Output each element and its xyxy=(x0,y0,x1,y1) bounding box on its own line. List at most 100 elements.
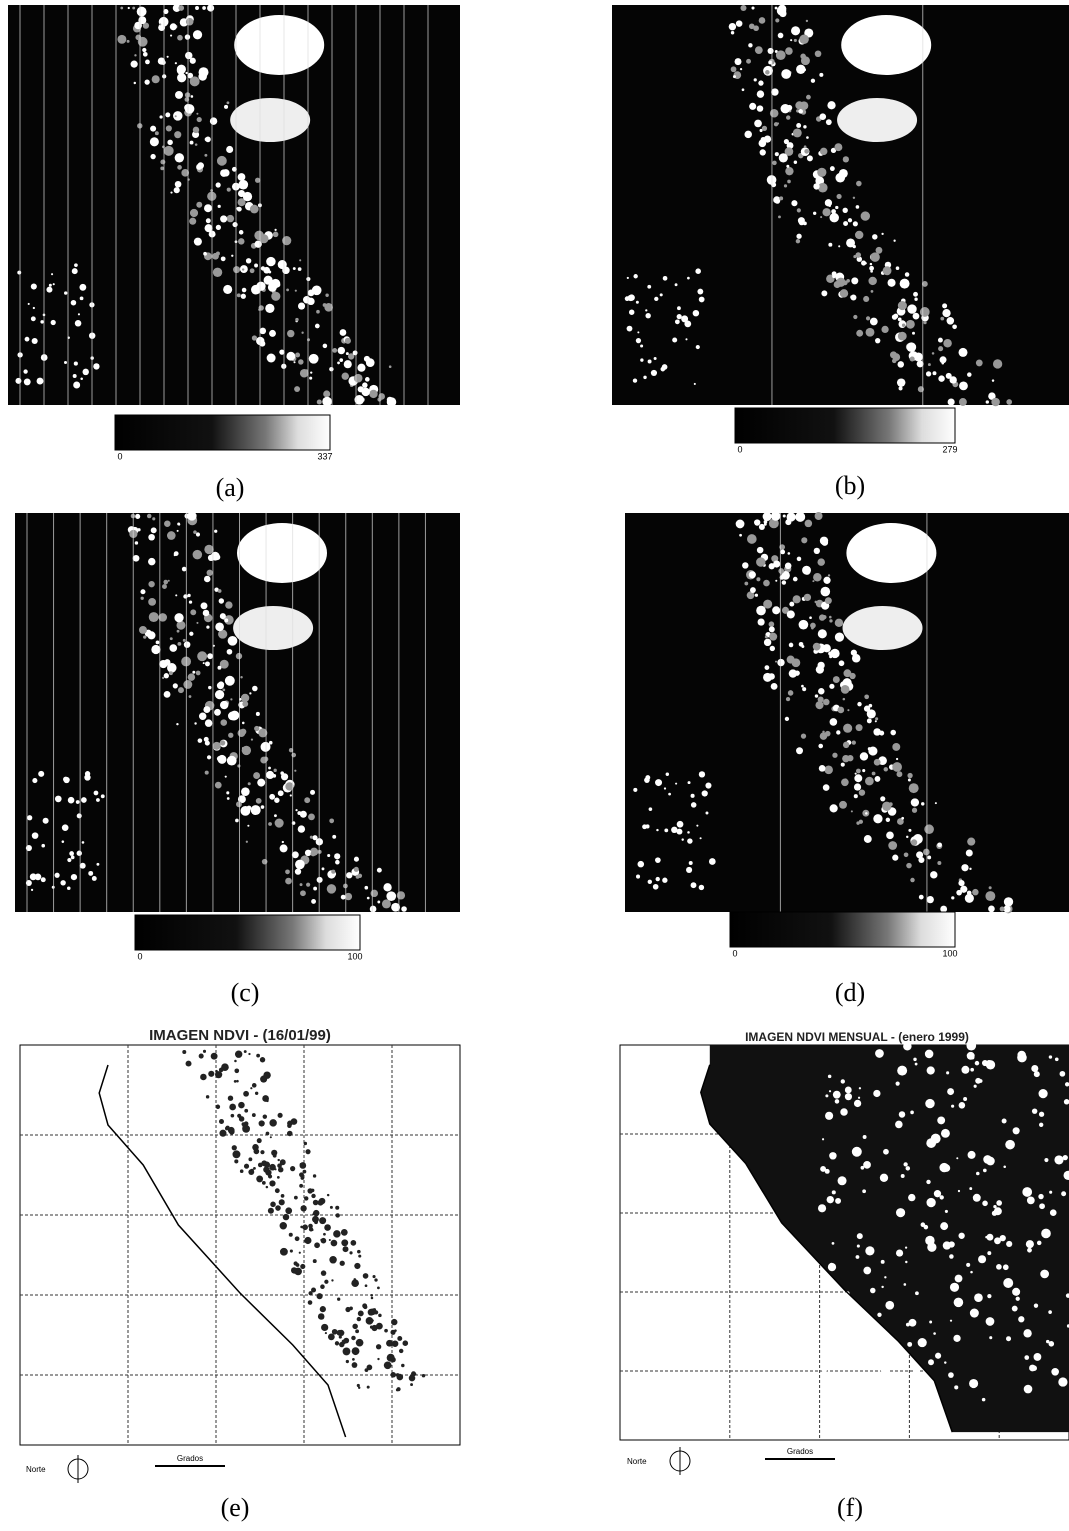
image-speckle xyxy=(825,119,832,126)
image-speckle xyxy=(263,275,273,285)
image-speckle xyxy=(96,862,100,866)
image-speckle xyxy=(288,747,294,753)
image-speckle xyxy=(981,1397,986,1402)
image-speckle xyxy=(157,57,166,65)
image-speckle xyxy=(320,1270,327,1276)
image-speckle xyxy=(833,280,841,289)
image-speckle xyxy=(942,308,951,318)
image-speckle xyxy=(295,859,305,870)
image-speckle xyxy=(636,874,641,879)
image-speckle xyxy=(154,131,159,136)
image-speckle xyxy=(862,1135,867,1139)
colorbar-max: 100 xyxy=(942,948,957,958)
image-speckle xyxy=(885,817,891,823)
image-speckle xyxy=(304,849,312,857)
image-speckle xyxy=(366,1364,373,1371)
image-speckle xyxy=(898,386,903,391)
image-speckle xyxy=(322,343,328,349)
image-speckle xyxy=(291,752,297,758)
image-speckle xyxy=(372,1275,376,1279)
image-speckle xyxy=(856,180,862,187)
image-speckle xyxy=(1017,1050,1026,1060)
image-speckle xyxy=(343,360,352,369)
image-speckle xyxy=(258,728,268,738)
image-speckle xyxy=(831,1242,835,1245)
image-speckle xyxy=(202,6,206,10)
image-speckle xyxy=(391,1318,398,1326)
image-speckle xyxy=(735,519,745,529)
image-speckle xyxy=(206,755,212,760)
image-speckle xyxy=(824,199,833,207)
image-speckle xyxy=(298,359,304,365)
image-speckle xyxy=(932,371,937,376)
image-speckle xyxy=(831,271,837,277)
image-speckle xyxy=(310,789,316,795)
image-speckle xyxy=(369,389,378,399)
image-speckle xyxy=(331,1279,334,1282)
image-speckle xyxy=(146,513,152,519)
image-speckle xyxy=(842,156,850,163)
image-speckle xyxy=(892,742,901,751)
image-speckle xyxy=(216,155,227,166)
image-speckle xyxy=(838,660,845,667)
image-speckle xyxy=(663,787,667,790)
image-speckle xyxy=(851,277,859,285)
image-speckle xyxy=(927,363,931,366)
image-speckle xyxy=(234,1050,243,1058)
image-speckle xyxy=(196,201,203,208)
image-speckle xyxy=(1049,1190,1053,1194)
image-speckle xyxy=(183,641,191,648)
image-speckle xyxy=(316,1293,323,1300)
image-speckle xyxy=(869,262,873,266)
image-speckle xyxy=(1006,1336,1012,1342)
image-speckle xyxy=(356,1316,362,1322)
image-speckle xyxy=(985,891,996,902)
image-speckle xyxy=(817,1204,827,1213)
image-speckle xyxy=(856,821,860,825)
image-speckle xyxy=(261,1160,268,1167)
image-speckle xyxy=(888,841,898,850)
image-speckle xyxy=(828,1262,835,1268)
image-speckle xyxy=(768,673,775,680)
image-speckle xyxy=(794,670,800,676)
image-speckle xyxy=(942,1164,951,1172)
image-speckle xyxy=(964,893,974,903)
image-speckle xyxy=(269,329,276,337)
image-speckle xyxy=(325,293,329,297)
image-speckle xyxy=(285,877,292,885)
colorbar xyxy=(729,911,956,948)
image-speckle xyxy=(911,807,918,813)
image-speckle xyxy=(215,622,224,632)
image-speckle xyxy=(1033,1303,1039,1308)
image-speckle xyxy=(840,762,845,767)
image-speckle xyxy=(939,356,947,364)
image-speckle xyxy=(292,267,296,270)
image-speckle xyxy=(843,1338,852,1348)
image-speckle xyxy=(1049,1209,1057,1217)
image-speckle xyxy=(817,696,824,703)
image-speckle xyxy=(179,18,189,27)
image-speckle xyxy=(228,732,234,738)
image-speckle xyxy=(834,143,843,152)
image-speckle xyxy=(947,1088,955,1096)
image-speckle xyxy=(252,1144,259,1151)
image-speckle xyxy=(377,1286,380,1290)
image-speckle xyxy=(299,810,307,818)
image-speckle xyxy=(254,1091,259,1095)
image-speckle xyxy=(286,351,296,361)
image-speckle xyxy=(896,771,903,778)
image-speckle xyxy=(204,544,214,555)
image-speckle xyxy=(856,1244,860,1248)
image-speckle xyxy=(30,316,36,322)
image-speckle xyxy=(875,337,881,344)
image-speckle xyxy=(880,796,886,802)
image-speckle xyxy=(396,1373,404,1381)
image-speckle xyxy=(386,1339,393,1347)
image-speckle xyxy=(870,1287,876,1294)
image-speckle xyxy=(931,352,935,355)
image-speckle xyxy=(851,1146,862,1157)
image-speckle xyxy=(783,184,788,188)
image-speckle xyxy=(769,632,778,641)
image-speckle xyxy=(792,595,801,604)
image-speckle xyxy=(958,1102,966,1109)
